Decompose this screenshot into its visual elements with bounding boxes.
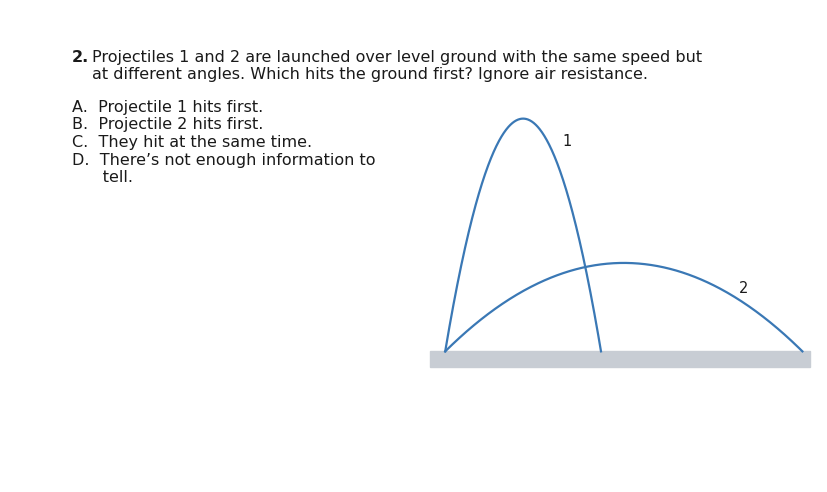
Text: at different angles. Which hits the ground first? Ignore air resistance.: at different angles. Which hits the grou… xyxy=(92,67,648,82)
Bar xyxy=(429,351,809,367)
Text: 2.: 2. xyxy=(72,50,89,65)
Text: A.  Projectile 1 hits first.: A. Projectile 1 hits first. xyxy=(72,100,263,115)
Text: 2: 2 xyxy=(738,280,748,296)
Text: tell.: tell. xyxy=(72,170,133,185)
Text: Projectiles 1 and 2 are launched over level ground with the same speed but: Projectiles 1 and 2 are launched over le… xyxy=(92,50,701,65)
Text: C.  They hit at the same time.: C. They hit at the same time. xyxy=(72,135,312,150)
Text: 1: 1 xyxy=(562,134,571,149)
Text: D.  There’s not enough information to: D. There’s not enough information to xyxy=(72,153,375,167)
Text: B.  Projectile 2 hits first.: B. Projectile 2 hits first. xyxy=(72,118,263,132)
